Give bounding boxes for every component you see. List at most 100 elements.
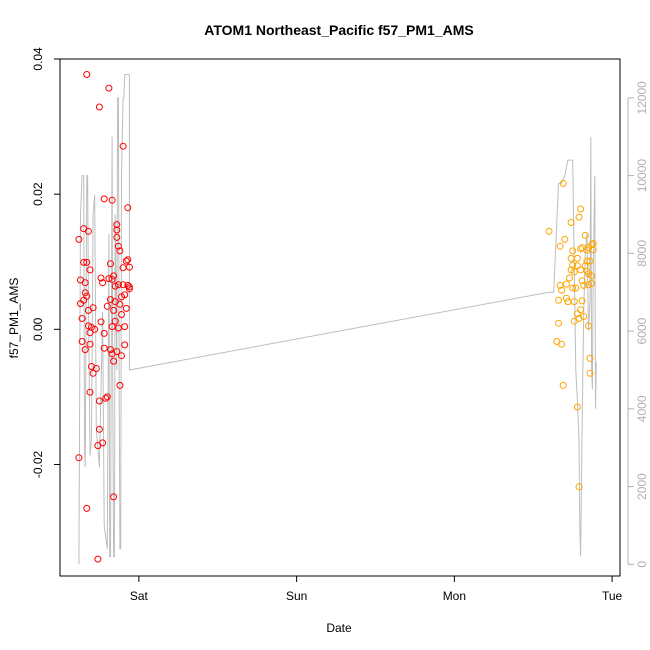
data-point	[588, 279, 596, 287]
data-point	[580, 281, 588, 289]
data-point	[86, 340, 94, 348]
data-point	[122, 304, 130, 312]
data-point	[569, 247, 577, 255]
data-point	[102, 394, 110, 402]
data-point	[81, 279, 89, 287]
data-point	[116, 247, 124, 255]
data-point	[107, 260, 114, 268]
data-point	[114, 324, 122, 332]
data-point	[567, 254, 575, 262]
data-point	[107, 296, 114, 304]
data-point	[113, 348, 121, 356]
data-point	[116, 300, 124, 308]
y-axis: 0.04 0.02 0.00 -0.02	[31, 47, 60, 478]
chart-title: ATOM1 Northeast_Pacific f57_PM1_AMS	[204, 22, 473, 38]
data-point	[121, 323, 129, 331]
data-point	[122, 257, 130, 265]
data-point	[99, 279, 107, 287]
data-point	[577, 266, 585, 274]
data-point	[103, 393, 111, 401]
data-point	[588, 272, 596, 280]
data-point	[99, 439, 107, 447]
data-point	[118, 352, 125, 360]
data-point	[100, 344, 108, 352]
x-tick-label: Sat	[130, 589, 149, 603]
data-point	[81, 346, 89, 354]
y-tick-label: 0.04	[31, 47, 45, 71]
data-point	[588, 241, 596, 249]
data-point	[575, 315, 583, 322]
plot-frame	[59, 58, 621, 577]
data-point	[555, 296, 562, 304]
data-point	[121, 291, 129, 299]
data-point	[81, 289, 89, 297]
data-point	[83, 292, 91, 300]
data-point	[577, 306, 585, 314]
altitude-line-layer	[78, 74, 597, 565]
data-point	[114, 242, 122, 250]
y-tick-label: 0.00	[31, 317, 45, 341]
data-point	[105, 84, 113, 92]
data-point	[100, 329, 108, 337]
data-point	[113, 233, 121, 241]
data-point	[573, 403, 581, 411]
altitude-line	[78, 74, 597, 565]
data-point	[545, 227, 553, 235]
x-axis: Sat Sun Mon Tue	[130, 576, 623, 603]
y2-tick-label: 8000	[635, 240, 649, 267]
data-point	[91, 325, 99, 333]
data-point	[581, 231, 589, 239]
data-point	[75, 235, 83, 243]
data-point	[83, 504, 91, 512]
data-point	[558, 286, 566, 294]
data-point	[118, 311, 125, 318]
data-point	[97, 318, 105, 326]
x-tick-label: Sun	[286, 589, 307, 603]
x-axis-label: Date	[326, 621, 352, 635]
data-point	[95, 425, 103, 433]
data-point	[89, 304, 97, 312]
data-point	[575, 213, 583, 221]
data-point	[580, 313, 588, 320]
data-point	[559, 179, 567, 187]
data-point	[558, 340, 566, 348]
data-point	[110, 272, 118, 280]
data-point	[103, 302, 111, 310]
data-point	[95, 397, 103, 405]
data-point	[585, 281, 592, 289]
data-point	[80, 258, 88, 266]
data-point	[110, 357, 118, 365]
data-point	[572, 284, 580, 292]
data-point	[569, 284, 577, 292]
data-point	[84, 227, 92, 235]
data-point	[570, 268, 578, 276]
data-point	[567, 219, 575, 226]
data-point	[116, 381, 124, 389]
data-point	[83, 258, 91, 266]
data-point	[566, 274, 573, 282]
data-point	[75, 454, 83, 462]
secondary-y-axis: 0 2000 4000 6000 8000 10000 12000	[627, 81, 649, 568]
data-point	[585, 322, 592, 330]
data-point	[86, 388, 94, 396]
data-point	[114, 281, 122, 289]
data-point	[108, 323, 116, 331]
y-tick-label: -0.02	[31, 450, 45, 478]
data-point	[578, 297, 586, 305]
data-point	[125, 285, 133, 293]
y2-tick-label: 4000	[635, 395, 649, 422]
data-point	[108, 196, 116, 204]
data-point	[589, 246, 597, 254]
data-point	[111, 282, 119, 290]
data-point	[86, 266, 94, 274]
data-point	[108, 275, 116, 283]
data-point	[556, 281, 564, 289]
data-point	[575, 483, 583, 491]
x-tick-label: Mon	[443, 589, 466, 603]
data-point	[107, 346, 114, 354]
data-point	[562, 280, 570, 288]
data-point	[78, 338, 86, 345]
x-tick-label: Tue	[602, 589, 623, 603]
y2-tick-label: 0	[635, 561, 649, 568]
